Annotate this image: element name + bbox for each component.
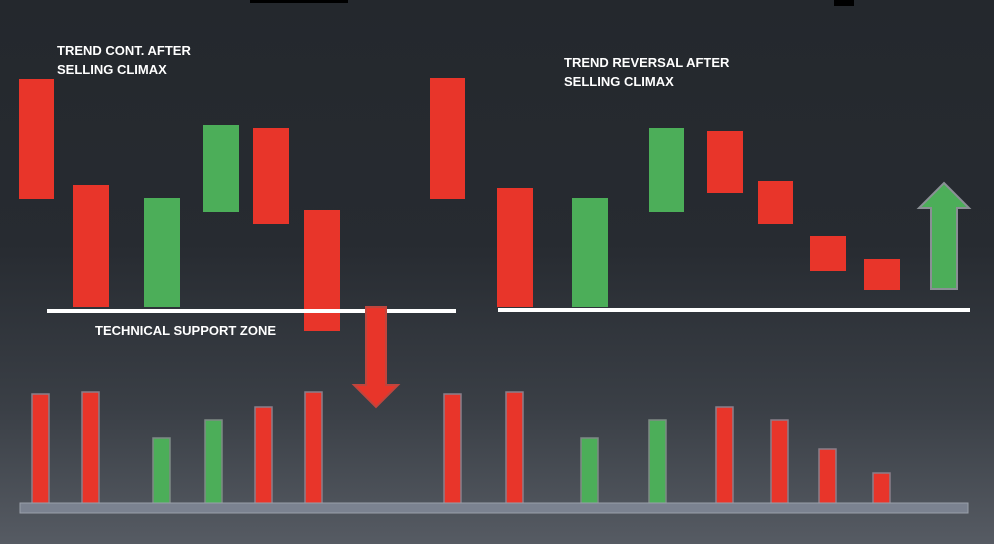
volume-bar-bearish — [81, 391, 100, 505]
candle-bearish — [430, 78, 465, 199]
volume-bar-bearish — [770, 419, 789, 505]
candle-bearish — [707, 131, 743, 193]
volume-bar-bearish — [505, 391, 524, 505]
candle-bearish — [497, 188, 533, 307]
volume-baseline — [19, 502, 969, 514]
volume-bar-bullish — [152, 437, 171, 505]
candle-bullish — [203, 125, 239, 212]
volume-bar-bearish — [872, 472, 891, 505]
candle-bullish — [649, 128, 684, 212]
right-title-line1: TREND REVERSAL AFTER — [564, 55, 730, 70]
volume-bar-bearish — [443, 393, 462, 505]
right-title-line2: SELLING CLIMAX — [564, 74, 674, 89]
arrow-up-icon — [916, 181, 972, 290]
arrow-down-icon — [351, 306, 401, 409]
top-edge-bar — [250, 0, 348, 3]
candle-bearish — [253, 128, 289, 224]
support-zone-label: TECHNICAL SUPPORT ZONE — [95, 323, 277, 338]
candle-bullish — [572, 198, 608, 307]
volume-bar-bullish — [580, 437, 599, 505]
volume-bar-bearish — [715, 406, 734, 505]
left-title-line2: SELLING CLIMAX — [57, 62, 167, 77]
left-candles — [19, 78, 465, 331]
volume-bar-bearish — [304, 391, 323, 505]
right-title: TREND REVERSAL AFTER SELLING CLIMAX — [564, 53, 729, 91]
left-title-line1: TREND CONT. AFTER — [57, 43, 191, 58]
top-edge-bar — [834, 0, 854, 6]
right-candles — [497, 128, 900, 307]
right-volume-bars — [580, 406, 891, 505]
candle-bearish — [73, 185, 109, 307]
candle-bullish — [144, 198, 180, 307]
volume-bar-bearish — [31, 393, 50, 505]
volume-bar-bearish — [254, 406, 273, 505]
volume-bar-bullish — [204, 419, 223, 505]
volume-bar-bullish — [648, 419, 667, 505]
candle-bearish — [19, 79, 54, 199]
candle-bearish — [864, 259, 900, 290]
volume-bar-bearish — [818, 448, 837, 505]
candle-bearish — [810, 236, 846, 271]
candle-bearish — [758, 181, 793, 224]
left-volume-bars — [31, 391, 524, 505]
left-title: TREND CONT. AFTER SELLING CLIMAX — [57, 41, 191, 79]
